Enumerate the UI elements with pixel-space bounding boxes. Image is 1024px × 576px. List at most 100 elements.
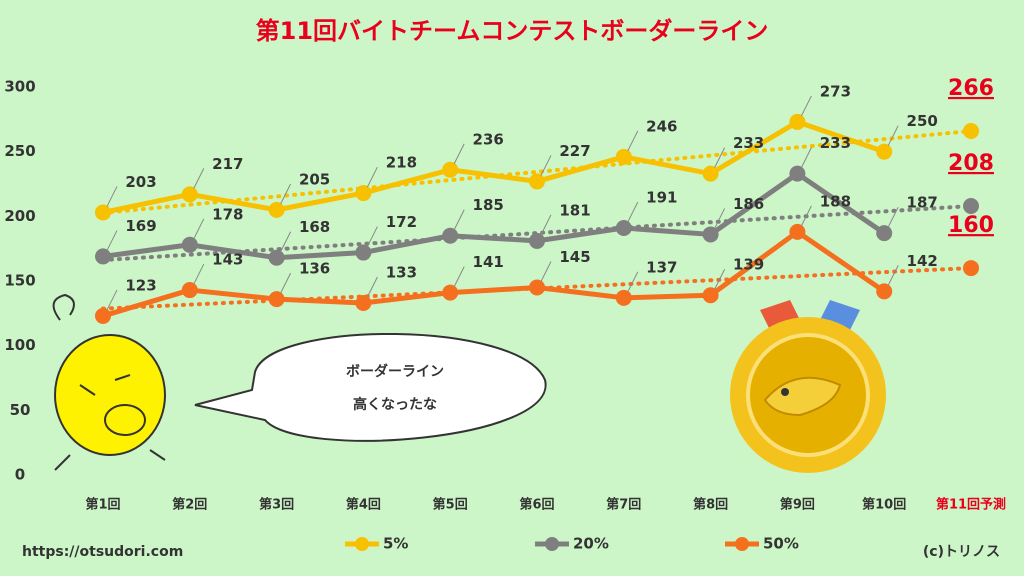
x-tick-label: 第11回予測 (936, 497, 1006, 513)
bubble-text: 高くなったな (353, 396, 437, 413)
leader-line (540, 214, 552, 236)
legend-label: 50% (763, 535, 799, 553)
data-label: 188 (820, 192, 851, 210)
leader-line (280, 231, 292, 252)
data-label: 133 (386, 263, 417, 281)
data-label: 227 (559, 142, 590, 160)
leader-line (366, 276, 378, 298)
data-label: 218 (386, 154, 417, 172)
data-label: 191 (646, 188, 677, 206)
prediction-point (963, 260, 979, 277)
point (615, 148, 632, 165)
series-line (102, 171, 886, 261)
chart-title: 第11回バイトチームコンテストボーダーライン (256, 17, 769, 45)
legend-label: 5% (383, 535, 408, 553)
leader-line (280, 183, 292, 205)
leader-line (714, 269, 726, 290)
data-label: 273 (820, 82, 851, 100)
point (789, 113, 806, 130)
leader-line (193, 263, 205, 285)
y-tick-label: 50 (10, 401, 31, 419)
point (95, 248, 111, 265)
point (702, 287, 719, 304)
prediction-label: 266 (948, 76, 994, 101)
point (181, 282, 198, 299)
data-label: 178 (212, 205, 243, 223)
leader-line (714, 208, 726, 229)
data-label: 236 (473, 130, 504, 148)
legend-label: 20% (573, 535, 609, 553)
data-label: 203 (125, 173, 156, 191)
x-tick-label: 第9回 (780, 497, 815, 513)
point (95, 204, 111, 221)
data-label: 246 (646, 117, 677, 135)
point (442, 227, 459, 244)
leader-line (193, 168, 205, 189)
y-tick-label: 200 (4, 207, 35, 225)
bubble-text: ボーダーライン (346, 363, 444, 380)
point (268, 201, 285, 218)
data-label: 233 (733, 134, 764, 152)
data-label: 142 (907, 252, 938, 270)
point (355, 294, 372, 311)
data-label: 169 (125, 217, 156, 235)
point (876, 283, 893, 300)
trend-line (101, 128, 973, 215)
data-label: 141 (473, 253, 504, 271)
series-line (102, 119, 886, 215)
leader-line (106, 289, 118, 311)
legend-marker (355, 537, 369, 551)
point (268, 249, 285, 266)
x-tick-label: 第5回 (433, 497, 468, 513)
copyright: (c)トリノス (923, 544, 1000, 560)
leader-line (453, 143, 465, 164)
y-tick-label: 150 (4, 272, 35, 290)
prediction-point (963, 122, 979, 139)
point (615, 219, 632, 236)
point (876, 225, 893, 242)
data-label: 139 (733, 256, 764, 274)
x-tick-label: 第2回 (172, 497, 207, 513)
character (52, 293, 166, 471)
data-label: 137 (646, 258, 677, 276)
speech-bubble (194, 333, 547, 442)
data-label: 145 (559, 248, 590, 266)
legend-marker (545, 537, 559, 551)
point (529, 173, 545, 190)
point (268, 291, 285, 308)
point (789, 165, 806, 182)
point (95, 307, 111, 324)
data-label: 172 (386, 213, 417, 231)
leader-line (627, 130, 639, 152)
point (442, 284, 459, 301)
leader-line (453, 209, 465, 230)
prediction-point (963, 197, 979, 214)
leader-line (887, 265, 899, 286)
leader-line (453, 266, 465, 287)
x-tick-label: 第6回 (519, 497, 554, 513)
x-tick-label: 第1回 (85, 497, 120, 513)
y-tick-label: 0 (15, 466, 25, 484)
point (876, 143, 893, 160)
data-label: 187 (907, 194, 938, 212)
x-tick-label: 第7回 (606, 497, 641, 513)
data-label: 217 (212, 155, 243, 173)
prediction-label: 160 (948, 213, 994, 238)
point (615, 289, 632, 306)
legend-marker (735, 537, 749, 551)
leader-line (366, 226, 378, 247)
leader-line (106, 230, 118, 251)
leader-line (106, 186, 118, 207)
x-tick-label: 第8回 (693, 497, 728, 513)
leader-line (627, 201, 639, 223)
leader-line (800, 205, 812, 227)
point (529, 279, 545, 296)
x-tick-label: 第3回 (259, 497, 294, 513)
y-tick-label: 100 (4, 336, 35, 354)
leader-line (540, 155, 552, 176)
leader-line (800, 147, 812, 168)
data-label: 233 (820, 134, 851, 152)
y-tick-label: 300 (4, 78, 35, 96)
data-label: 250 (907, 112, 938, 130)
